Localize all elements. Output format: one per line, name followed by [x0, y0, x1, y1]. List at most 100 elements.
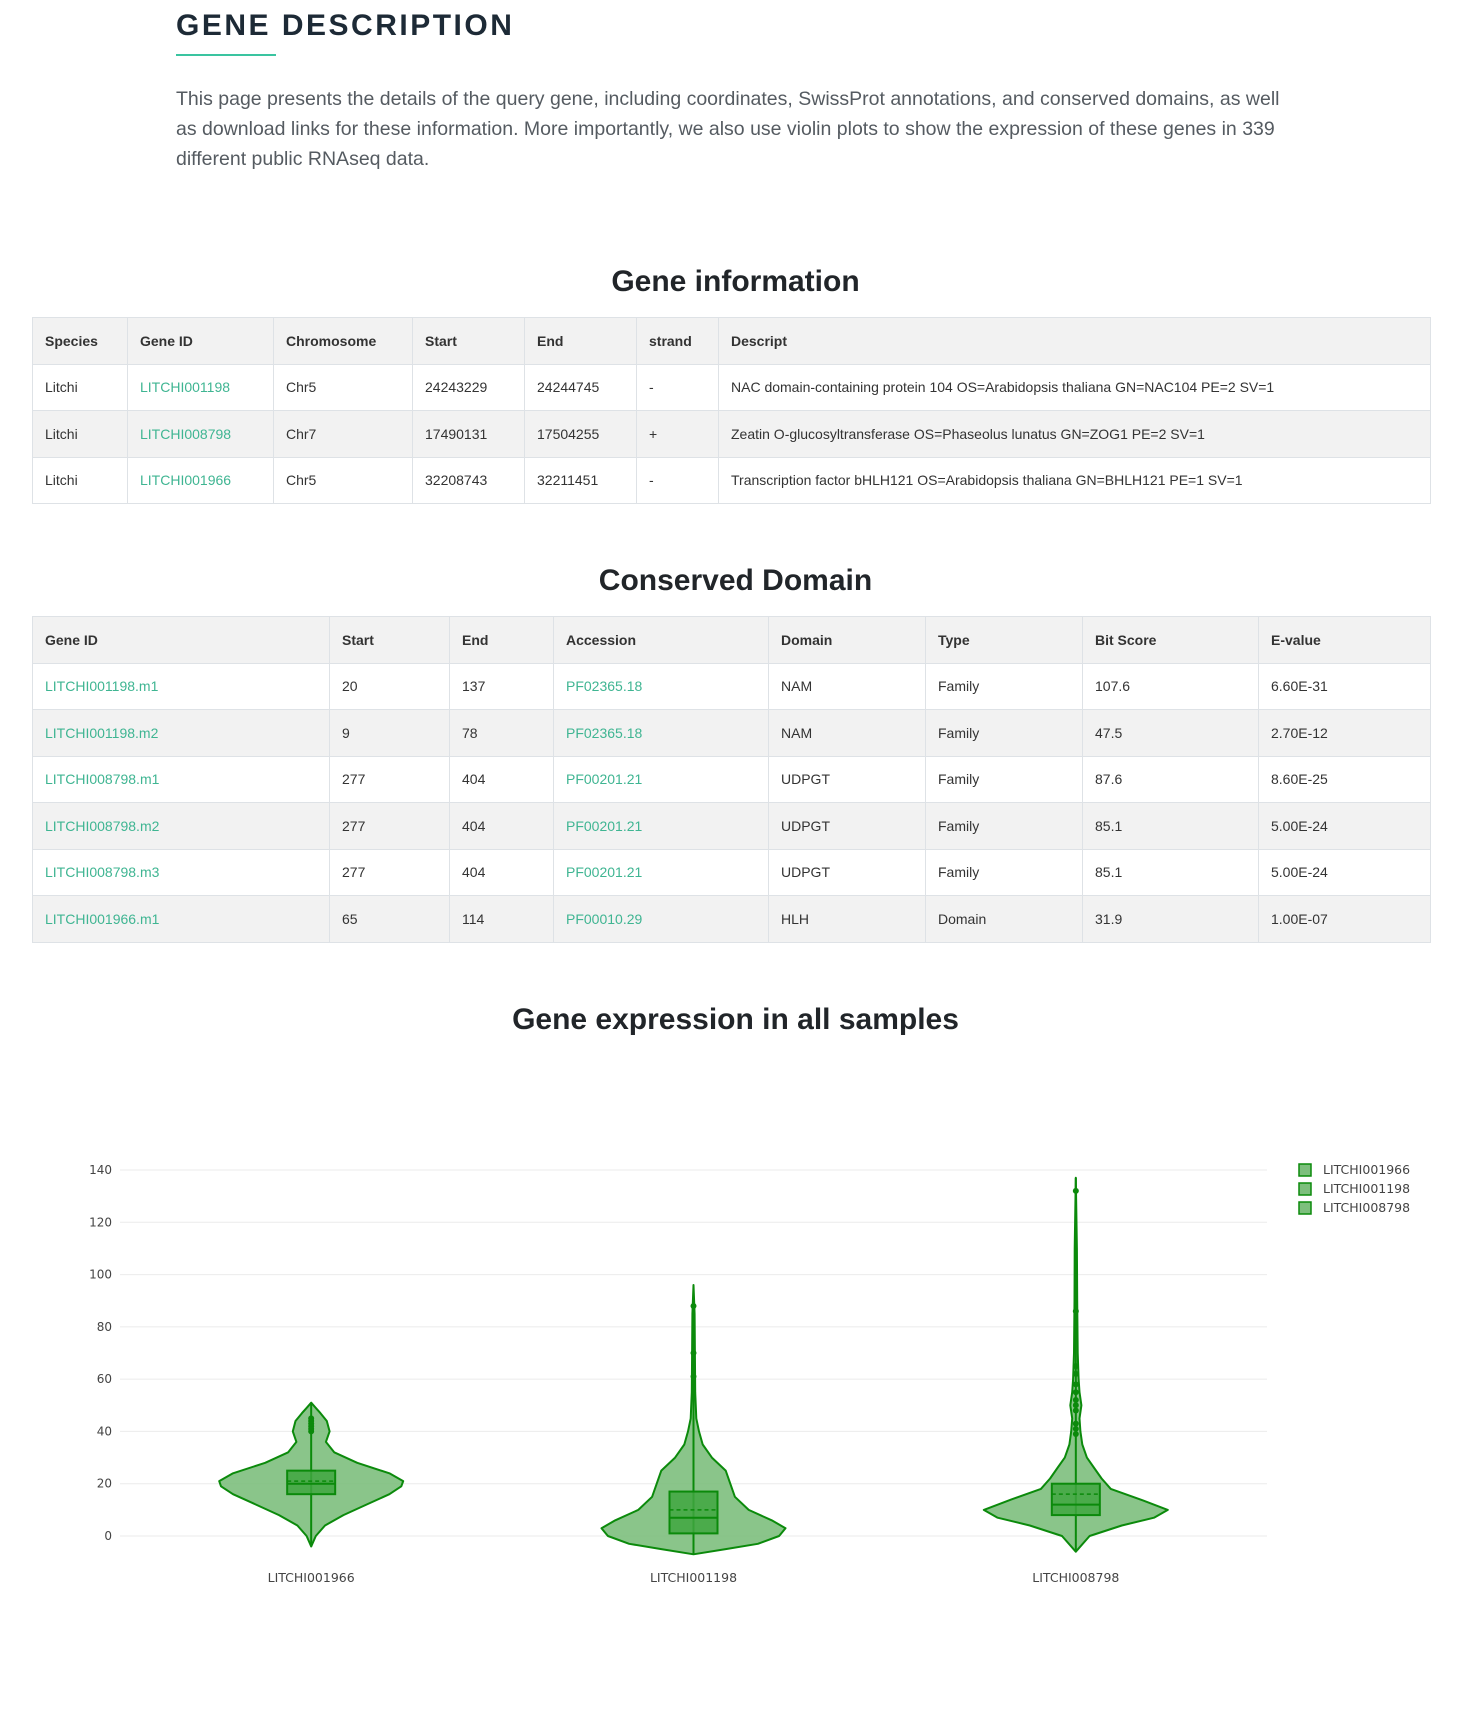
gene-id-link[interactable]: LITCHI008798.m2: [45, 817, 160, 834]
column-header: Accession: [553, 616, 769, 664]
table-cell: LITCHI001198.m2: [32, 709, 330, 757]
table-cell: 5.00E-24: [1258, 848, 1431, 896]
column-header: Domain: [768, 616, 926, 664]
table-cell: Chr7: [273, 410, 413, 458]
gene-id-link[interactable]: LITCHI001966.m1: [45, 910, 160, 927]
gene-id-link[interactable]: LITCHI001198: [140, 379, 231, 396]
gene-id-link[interactable]: LITCHI008798.m1: [45, 771, 160, 788]
outlier-point: [1072, 1397, 1079, 1404]
table-cell: 277: [329, 848, 450, 896]
table-row: LITCHI008798.m2 277 404 PF00201.21 UDPGT Fami…: [32, 802, 1431, 850]
table-cell: NAM: [768, 709, 926, 757]
outlier-point: [690, 1373, 697, 1380]
gene-id-link[interactable]: LITCHI008798: [140, 425, 232, 442]
accession-link[interactable]: PF02365.18: [566, 678, 643, 695]
table-cell: Domain: [925, 895, 1083, 943]
column-header: Bit Score: [1082, 616, 1259, 664]
gene-expression-title: Gene expression in all samples: [512, 1003, 959, 1036]
table-cell: Family: [925, 662, 1083, 710]
column-header: Species: [32, 317, 128, 365]
outlier-point: [690, 1350, 697, 1356]
table-cell: Family: [925, 709, 1083, 757]
violin-box: [286, 1469, 337, 1496]
table-cell: Litchi: [32, 410, 128, 458]
table-cell: PF00201.21: [553, 848, 769, 896]
legend-swatch: [1298, 1163, 1312, 1177]
gene-id-link[interactable]: LITCHI001966: [140, 472, 232, 489]
legend-swatch: [1298, 1201, 1312, 1215]
table-cell: Family: [925, 755, 1083, 803]
x-tick-label: LITCHI001198: [650, 1570, 737, 1585]
table-cell: Litchi: [32, 363, 128, 411]
table-cell: 78: [449, 709, 554, 757]
table-cell: LITCHI001198.m1: [32, 662, 330, 710]
accession-link[interactable]: PF00201.21: [566, 817, 643, 834]
table-cell: 404: [449, 755, 554, 803]
table-cell: PF00010.29: [553, 895, 769, 943]
table-cell: 85.1: [1082, 848, 1259, 896]
table-cell: 24244745: [524, 363, 637, 411]
table-cell: 20: [329, 662, 450, 710]
outlier-point: [690, 1302, 697, 1309]
table-cell: 114: [449, 895, 554, 943]
table-cell: 2.70E-12: [1258, 709, 1431, 757]
table-cell: HLH: [768, 895, 926, 943]
table-cell: Transcription factor bHLH121 OS=Arabidop…: [718, 456, 1431, 504]
table-cell: LITCHI001966: [127, 456, 274, 504]
accession-link[interactable]: PF02365.18: [566, 724, 643, 741]
table-cell: 277: [329, 802, 450, 850]
table-cell: 137: [449, 662, 554, 710]
table-cell: PF02365.18: [553, 662, 769, 710]
y-tick-label: 140: [89, 1163, 112, 1177]
column-header: End: [524, 317, 637, 365]
column-header: Gene ID: [32, 616, 330, 664]
outlier-point: [1072, 1187, 1079, 1194]
table-cell: 85.1: [1082, 802, 1259, 850]
legend-label: LITCHI001198: [1323, 1181, 1410, 1196]
outlier-point: [1072, 1431, 1079, 1438]
table-row: LITCHI008798.m1 277 404 PF00201.21 UDPGT Fami…: [32, 755, 1431, 803]
table-cell: LITCHI008798: [127, 410, 274, 458]
table-row: Litchi LITCHI008798 Chr7 17490131 17504255 + Z…: [32, 410, 1431, 458]
table-cell: 17504255: [524, 410, 637, 458]
violin-box: [1050, 1482, 1101, 1517]
table-cell: 404: [449, 848, 554, 896]
heading-underline: [176, 54, 276, 56]
y-tick-label: 20: [97, 1477, 112, 1491]
gene-id-link[interactable]: LITCHI001198.m1: [45, 678, 159, 695]
column-header: Start: [329, 616, 450, 664]
legend-label: LITCHI008798: [1323, 1200, 1410, 1215]
table-header-row: Species Gene ID Chromosome Start End strand De…: [32, 317, 1431, 365]
table-cell: Zeatin O-glucosyltransferase OS=Phaseolu…: [718, 410, 1431, 458]
intro-section: GENE DESCRIPTION This page presents the …: [176, 0, 1296, 174]
table-cell: 404: [449, 802, 554, 850]
table-cell: Chr5: [273, 363, 413, 411]
column-header: Gene ID: [127, 317, 274, 365]
column-header: E-value: [1258, 616, 1431, 664]
conserved-domain-title: Conserved Domain: [598, 564, 873, 597]
y-tick-label: 120: [89, 1215, 112, 1229]
accession-link[interactable]: PF00201.21: [566, 864, 643, 881]
table-cell: 87.6: [1082, 755, 1259, 803]
table-cell: PF02365.18: [553, 709, 769, 757]
table-cell: -: [636, 363, 719, 411]
table-cell: 1.00E-07: [1258, 895, 1431, 943]
table-cell: UDPGT: [768, 755, 926, 803]
accession-link[interactable]: PF00010.29: [566, 910, 643, 927]
page-heading: GENE DESCRIPTION: [176, 9, 515, 42]
y-tick-label: 80: [97, 1320, 112, 1334]
violin-chart: 0 20 40 60 80 100 120 140 LITCHI001966 LITCHI0011…: [0, 1090, 1471, 1610]
column-header: Start: [412, 317, 525, 365]
outlier-point: [1072, 1381, 1079, 1388]
gene-id-link[interactable]: LITCHI001198.m2: [45, 724, 159, 741]
table-row: LITCHI001966.m1 65 114 PF00010.29 HLH Domain 3…: [32, 895, 1431, 943]
table-cell: 8.60E-25: [1258, 755, 1431, 803]
table-cell: 65: [329, 895, 450, 943]
y-tick-label: 40: [97, 1424, 112, 1438]
outlier-point: [1072, 1389, 1079, 1396]
accession-link[interactable]: PF00201.21: [566, 771, 643, 788]
gene-id-link[interactable]: LITCHI008798.m3: [45, 864, 160, 881]
table-cell: LITCHI001966.m1: [32, 895, 330, 943]
table-cell: 31.9: [1082, 895, 1259, 943]
table-cell: 107.6: [1082, 662, 1259, 710]
